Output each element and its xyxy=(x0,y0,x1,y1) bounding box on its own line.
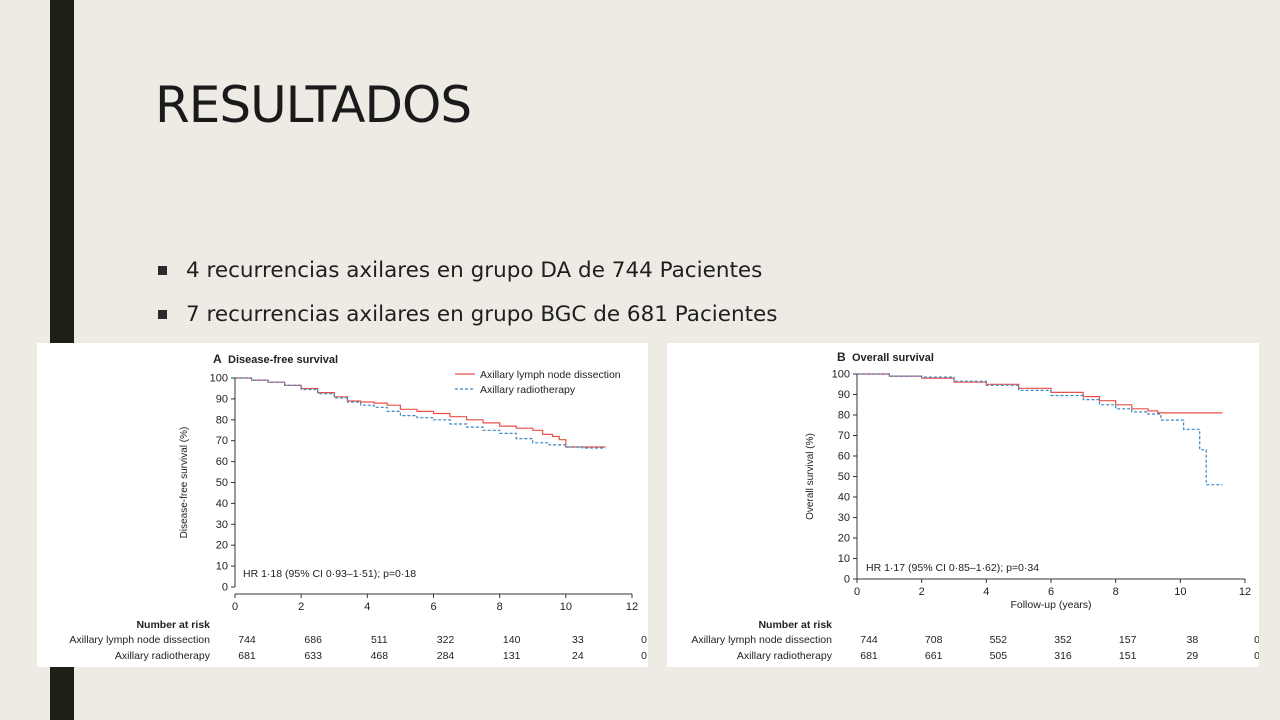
y-tick-label: 80 xyxy=(216,414,228,426)
x-tick-label: 0 xyxy=(232,601,238,613)
risk-table-header: Number at risk xyxy=(136,619,210,631)
bullet-list: 4 recurrencias axilares en grupo DA de 7… xyxy=(158,248,777,336)
x-tick-label: 10 xyxy=(560,601,572,613)
risk-value: 140 xyxy=(503,634,521,646)
risk-row-label: Axillary radiotherapy xyxy=(115,650,211,662)
risk-value: 708 xyxy=(925,634,943,646)
chart-title: Disease-free survival xyxy=(228,354,338,366)
x-tick-label: 0 xyxy=(854,586,860,598)
risk-value: 661 xyxy=(925,650,943,662)
y-tick-label: 20 xyxy=(838,533,850,545)
y-tick-label: 90 xyxy=(216,393,228,405)
risk-value: 681 xyxy=(860,650,878,662)
bullet-item: 4 recurrencias axilares en grupo DA de 7… xyxy=(158,248,777,292)
x-tick-label: 6 xyxy=(1048,586,1054,598)
chart-title: Overall survival xyxy=(852,352,934,364)
risk-value: 505 xyxy=(990,650,1008,662)
y-tick-label: 80 xyxy=(838,410,850,422)
y-tick-label: 100 xyxy=(210,373,228,385)
overall-survival-chart: B Overall survival01020304050607080901000… xyxy=(691,350,1259,662)
disease-free-survival-chart: A Disease-free survival010203040506070809… xyxy=(69,352,647,662)
risk-value: 33 xyxy=(572,634,584,646)
y-tick-label: 60 xyxy=(216,456,228,468)
chart-panel-letter: B xyxy=(837,350,846,364)
y-tick-label: 30 xyxy=(838,512,850,524)
x-tick-label: 6 xyxy=(430,601,436,613)
risk-table-header: Number at risk xyxy=(758,619,832,631)
risk-row-label: Axillary radiotherapy xyxy=(737,650,833,662)
chart-panel-disease-free-survival: A Disease-free survival 0 10 20 30 40 50 60 70 80 9… xyxy=(37,343,648,667)
risk-value: 38 xyxy=(1186,634,1198,646)
legend-label: Axillary radiotherapy xyxy=(480,384,576,396)
y-tick-label: 0 xyxy=(222,582,228,594)
x-tick-label: 4 xyxy=(364,601,370,613)
series-line-radiotherapy xyxy=(235,377,606,449)
risk-value: 0 xyxy=(1254,634,1259,646)
risk-value: 468 xyxy=(371,650,389,662)
x-axis-label: Follow-up (years) xyxy=(1010,599,1091,611)
y-tick-label: 70 xyxy=(838,430,850,442)
risk-value: 316 xyxy=(1054,650,1072,662)
y-tick-label: 10 xyxy=(216,561,228,573)
y-axis-label: Disease-free survival (%) xyxy=(179,427,190,539)
risk-value: 744 xyxy=(238,634,256,646)
y-tick-label: 0 xyxy=(844,574,850,586)
y-tick-label: 40 xyxy=(216,498,228,510)
square-bullet-icon xyxy=(158,309,167,319)
risk-value: 681 xyxy=(238,650,256,662)
risk-value: 29 xyxy=(1186,650,1198,662)
risk-value: 322 xyxy=(437,634,455,646)
risk-value: 511 xyxy=(371,634,388,646)
risk-value: 131 xyxy=(503,650,521,662)
y-tick-label: 100 xyxy=(832,369,850,381)
hazard-ratio-annotation: HR 1·18 (95% CI 0·93–1·51); p=0·18 xyxy=(243,568,416,580)
x-tick-label: 12 xyxy=(626,601,638,613)
x-tick-label: 8 xyxy=(1113,586,1119,598)
chart-panel-letter: A xyxy=(213,352,222,366)
x-tick-label: 2 xyxy=(919,586,925,598)
bullet-text: 7 recurrencias axilares en grupo BGC de … xyxy=(186,301,778,327)
risk-value: 352 xyxy=(1054,634,1072,646)
square-bullet-icon xyxy=(158,265,167,275)
y-axis-label: Overall survival (%) xyxy=(805,433,816,520)
y-tick-label: 60 xyxy=(838,451,850,463)
bullet-text: 4 recurrencias axilares en grupo DA de 7… xyxy=(186,257,763,283)
risk-value: 157 xyxy=(1119,634,1137,646)
slide-title: RESULTADOS xyxy=(155,76,472,134)
bullet-item: 7 recurrencias axilares en grupo BGC de … xyxy=(158,292,777,336)
risk-value: 0 xyxy=(1254,650,1259,662)
risk-value: 552 xyxy=(990,634,1008,646)
risk-value: 633 xyxy=(304,650,322,662)
risk-value: 0 xyxy=(641,634,647,646)
x-tick-label: 12 xyxy=(1239,586,1251,598)
y-tick-label: 70 xyxy=(216,435,228,447)
y-tick-label: 30 xyxy=(216,519,228,531)
risk-value: 284 xyxy=(437,650,455,662)
legend-label: Axillary lymph node dissection xyxy=(480,369,621,381)
risk-value: 744 xyxy=(860,634,878,646)
y-tick-label: 50 xyxy=(838,471,850,483)
x-tick-label: 8 xyxy=(497,601,503,613)
x-tick-label: 10 xyxy=(1174,586,1186,598)
series-line-dissection xyxy=(857,373,1223,414)
risk-row-label: Axillary lymph node dissection xyxy=(691,634,832,646)
risk-value: 686 xyxy=(304,634,322,646)
hazard-ratio-annotation: HR 1·17 (95% CI 0·85–1·62); p=0·34 xyxy=(866,562,1039,574)
x-tick-label: 4 xyxy=(983,586,989,598)
y-tick-label: 10 xyxy=(838,553,850,565)
y-tick-label: 90 xyxy=(838,389,850,401)
risk-value: 0 xyxy=(641,650,647,662)
series-line-radiotherapy xyxy=(857,373,1223,486)
risk-value: 151 xyxy=(1119,650,1137,662)
risk-value: 24 xyxy=(572,650,584,662)
chart-panel-overall-survival: B Overall survival 0 10 20 30 40 50 60 70 80 90 100 0… xyxy=(667,343,1259,667)
risk-row-label: Axillary lymph node dissection xyxy=(69,634,210,646)
y-tick-label: 50 xyxy=(216,477,228,489)
y-tick-label: 40 xyxy=(838,492,850,504)
x-tick-label: 2 xyxy=(298,601,304,613)
y-tick-label: 20 xyxy=(216,540,228,552)
